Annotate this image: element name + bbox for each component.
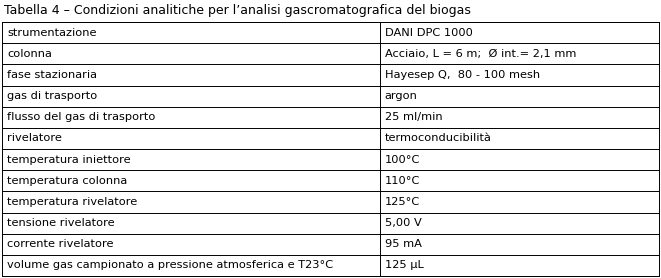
Text: volume gas campionato a pressione atmosferica e T23°C: volume gas campionato a pressione atmosf… bbox=[7, 260, 333, 270]
Text: 125 μL: 125 μL bbox=[385, 260, 424, 270]
Text: Tabella 4 – Condizioni analitiche per l’analisi gascromatografica del biogas: Tabella 4 – Condizioni analitiche per l’… bbox=[4, 4, 471, 17]
Text: fase stazionaria: fase stazionaria bbox=[7, 70, 97, 80]
Text: Acciaio, L = 6 m;  Ø int.= 2,1 mm: Acciaio, L = 6 m; Ø int.= 2,1 mm bbox=[385, 49, 576, 59]
Text: argon: argon bbox=[385, 91, 418, 101]
Text: Hayesep Q,  80 - 100 mesh: Hayesep Q, 80 - 100 mesh bbox=[385, 70, 540, 80]
Text: temperatura rivelatore: temperatura rivelatore bbox=[7, 197, 137, 207]
Text: gas di trasporto: gas di trasporto bbox=[7, 91, 97, 101]
Text: termoconducibilità: termoconducibilità bbox=[385, 133, 492, 143]
Text: temperatura iniettore: temperatura iniettore bbox=[7, 155, 131, 165]
Text: 5,00 V: 5,00 V bbox=[385, 218, 422, 228]
Text: 95 mA: 95 mA bbox=[385, 239, 422, 249]
Text: tensione rivelatore: tensione rivelatore bbox=[7, 218, 114, 228]
Text: strumentazione: strumentazione bbox=[7, 28, 97, 38]
Text: colonna: colonna bbox=[7, 49, 52, 59]
Text: corrente rivelatore: corrente rivelatore bbox=[7, 239, 114, 249]
Text: 25 ml/min: 25 ml/min bbox=[385, 112, 442, 122]
Text: 125°C: 125°C bbox=[385, 197, 420, 207]
Text: flusso del gas di trasporto: flusso del gas di trasporto bbox=[7, 112, 155, 122]
Text: DANI DPC 1000: DANI DPC 1000 bbox=[385, 28, 473, 38]
Text: 100°C: 100°C bbox=[385, 155, 420, 165]
Text: rivelatore: rivelatore bbox=[7, 133, 62, 143]
Text: temperatura colonna: temperatura colonna bbox=[7, 176, 128, 186]
Text: 110°C: 110°C bbox=[385, 176, 420, 186]
